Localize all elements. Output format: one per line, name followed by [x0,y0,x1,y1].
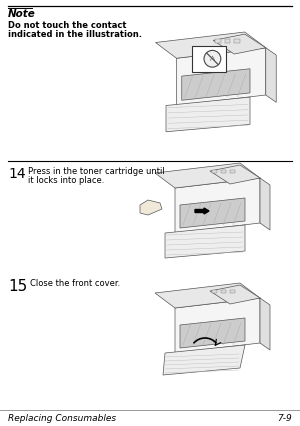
Text: it locks into place.: it locks into place. [28,176,104,184]
Text: 7-9: 7-9 [277,414,292,423]
Polygon shape [155,164,260,189]
Text: Press in the toner cartridge until: Press in the toner cartridge until [28,167,165,176]
Circle shape [204,51,221,68]
Polygon shape [163,345,245,375]
Polygon shape [213,35,266,55]
Polygon shape [165,225,245,259]
Polygon shape [175,298,260,353]
Polygon shape [182,69,250,101]
Polygon shape [175,178,260,233]
Bar [212,290,217,294]
Polygon shape [155,283,260,308]
Polygon shape [266,49,276,103]
Polygon shape [260,298,270,350]
Text: Do not touch the contact: Do not touch the contact [8,21,127,30]
Polygon shape [155,33,266,59]
Polygon shape [140,201,162,216]
Text: indicated in the illustration.: indicated in the illustration. [8,30,142,39]
Bar [192,46,226,73]
Bar [234,40,239,43]
Bar [221,290,226,294]
Polygon shape [180,318,245,348]
Bar [225,40,230,43]
Polygon shape [260,178,270,230]
Bar [212,170,217,173]
Bar [230,290,235,294]
Polygon shape [210,285,260,304]
Polygon shape [210,166,260,184]
Text: 14: 14 [8,167,26,181]
Bar [215,40,220,43]
Text: Close the front cover.: Close the front cover. [30,278,120,287]
FancyArrow shape [195,208,209,215]
Polygon shape [180,199,245,228]
Polygon shape [166,98,250,132]
Text: 15: 15 [8,278,27,294]
Bar [221,170,226,173]
Text: Replacing Consumables: Replacing Consumables [8,414,116,423]
Polygon shape [176,49,266,106]
Text: Note: Note [8,9,36,19]
Bar [230,170,235,173]
